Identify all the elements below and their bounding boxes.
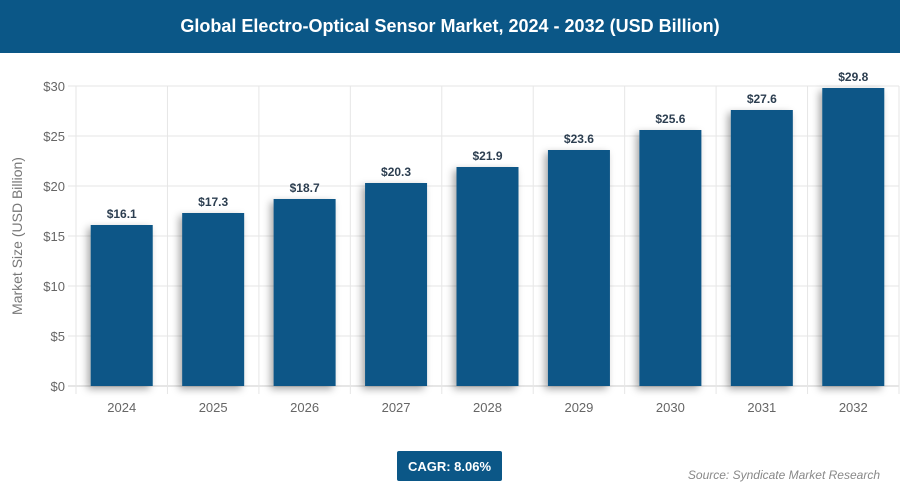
bar	[90, 225, 153, 386]
data-label: $21.9	[472, 149, 502, 163]
chart-title: Global Electro-Optical Sensor Market, 20…	[0, 0, 900, 53]
x-tick-label: 2027	[382, 400, 411, 415]
y-tick-label: $20	[43, 179, 65, 194]
y-tick-label: $0	[51, 379, 65, 394]
bar	[456, 167, 519, 386]
x-tick-label: 2024	[107, 400, 136, 415]
bar	[822, 88, 885, 386]
data-label: $29.8	[838, 70, 868, 84]
x-tick-label: 2032	[839, 400, 868, 415]
x-tick-label: 2028	[473, 400, 502, 415]
bar	[730, 110, 793, 386]
y-axis-label: Market Size (USD Billion)	[9, 157, 25, 315]
data-label: $23.6	[564, 132, 594, 146]
y-tick-label: $25	[43, 129, 65, 144]
data-label: $20.3	[381, 165, 411, 179]
cagr-badge: CAGR: 8.06%	[397, 451, 502, 481]
data-label: $16.1	[107, 207, 137, 221]
y-tick-label: $5	[51, 329, 65, 344]
data-label: $25.6	[655, 112, 685, 126]
bar	[365, 183, 428, 386]
bar	[547, 150, 610, 386]
source-note: Source: Syndicate Market Research	[687, 468, 880, 482]
bar	[639, 130, 702, 386]
bar	[182, 213, 245, 386]
x-tick-label: 2029	[564, 400, 593, 415]
x-tick-label: 2030	[656, 400, 685, 415]
bar	[273, 199, 336, 386]
data-label: $18.7	[290, 181, 320, 195]
data-label: $17.3	[198, 195, 228, 209]
y-tick-label: $15	[43, 229, 65, 244]
bar-chart: $0 $5 $10 $15 $20 $25 $30 $16.1 2024 $17.3 2025 $18…	[9, 70, 900, 415]
data-label: $27.6	[747, 92, 777, 106]
x-tick-label: 2025	[199, 400, 228, 415]
y-tick-label: $30	[43, 79, 65, 94]
x-tick-label: 2026	[290, 400, 319, 415]
x-tick-label: 2031	[747, 400, 776, 415]
y-tick-label: $10	[43, 279, 65, 294]
